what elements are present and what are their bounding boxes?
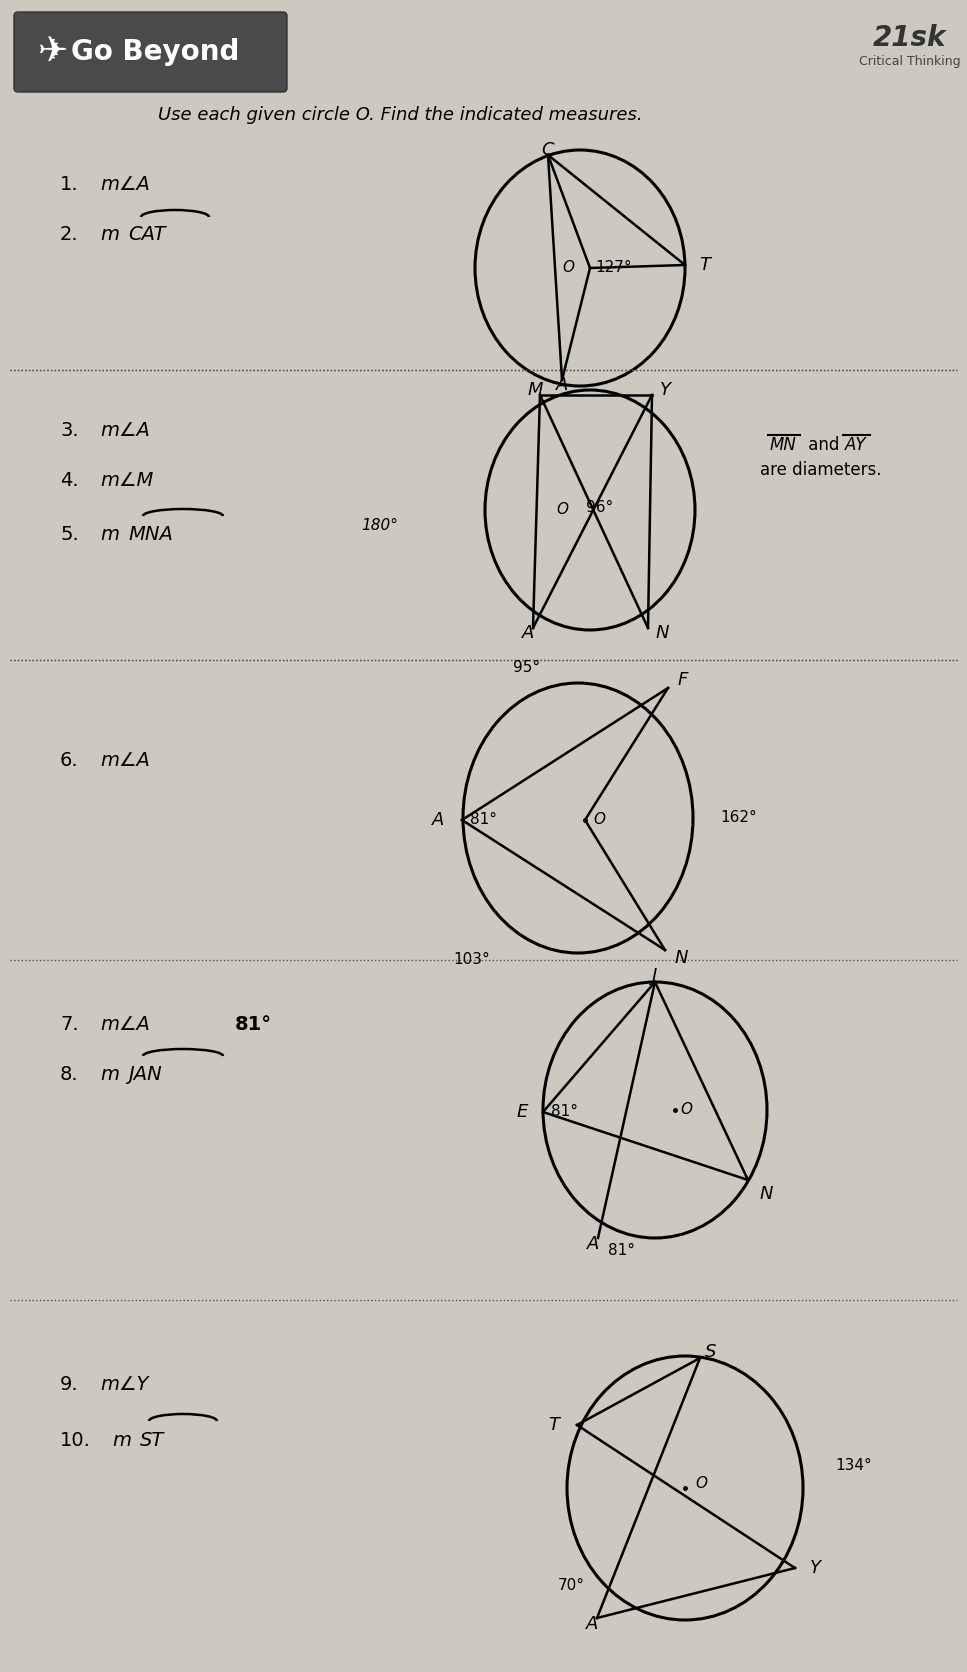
Text: m∠A: m∠A xyxy=(100,420,150,440)
Text: m∠A: m∠A xyxy=(100,751,150,769)
Text: E: E xyxy=(516,1104,528,1120)
Text: O: O xyxy=(562,261,574,276)
Text: O: O xyxy=(680,1102,692,1117)
Text: M: M xyxy=(527,381,542,400)
Text: are diameters.: are diameters. xyxy=(760,461,882,478)
Text: 9.: 9. xyxy=(60,1376,78,1394)
Text: m: m xyxy=(112,1431,131,1450)
Text: 162°: 162° xyxy=(720,811,757,826)
Text: 10.: 10. xyxy=(60,1431,91,1450)
Text: J: J xyxy=(653,966,658,985)
Text: 5.: 5. xyxy=(60,525,78,545)
FancyBboxPatch shape xyxy=(14,12,287,92)
Text: CAT: CAT xyxy=(128,226,165,244)
Text: 4.: 4. xyxy=(60,470,78,490)
Text: A: A xyxy=(431,811,444,829)
Text: MNA: MNA xyxy=(128,525,173,545)
Text: N: N xyxy=(675,950,689,966)
Text: 180°: 180° xyxy=(362,518,398,532)
Text: A: A xyxy=(556,376,569,395)
Text: m: m xyxy=(100,1065,119,1085)
Text: Use each given circle O. Find the indicated measures.: Use each given circle O. Find the indica… xyxy=(158,105,642,124)
Text: ✈: ✈ xyxy=(38,35,69,69)
Text: m∠Y: m∠Y xyxy=(100,1376,148,1394)
Text: 96°: 96° xyxy=(586,500,613,515)
Text: AY: AY xyxy=(845,436,866,455)
Text: A: A xyxy=(586,1615,599,1634)
Text: 81°: 81° xyxy=(608,1242,635,1257)
Text: Go Beyond: Go Beyond xyxy=(71,38,239,65)
Text: 127°: 127° xyxy=(595,261,631,274)
Text: m∠M: m∠M xyxy=(100,470,154,490)
Text: T: T xyxy=(548,1416,559,1435)
Text: m∠A: m∠A xyxy=(100,176,150,194)
Text: O: O xyxy=(593,813,605,828)
Text: 134°: 134° xyxy=(835,1458,871,1473)
Text: ST: ST xyxy=(140,1431,164,1450)
Text: 2.: 2. xyxy=(60,226,78,244)
Text: Y: Y xyxy=(810,1558,821,1577)
Text: F: F xyxy=(678,670,689,689)
Text: 103°: 103° xyxy=(454,953,490,968)
Text: 8.: 8. xyxy=(60,1065,78,1085)
Text: MN: MN xyxy=(770,436,797,455)
Text: C: C xyxy=(542,140,554,159)
Text: m: m xyxy=(100,525,119,545)
Text: 95°: 95° xyxy=(513,660,540,675)
Text: 81°: 81° xyxy=(551,1105,578,1120)
Text: 81°: 81° xyxy=(235,1015,272,1035)
Text: m∠A: m∠A xyxy=(100,1015,150,1035)
Text: O: O xyxy=(556,503,568,518)
Text: 81°: 81° xyxy=(470,813,497,828)
Text: JAN: JAN xyxy=(128,1065,161,1085)
Text: O: O xyxy=(695,1475,707,1490)
Text: A: A xyxy=(587,1236,600,1252)
Text: and: and xyxy=(803,436,844,455)
Text: Y: Y xyxy=(660,381,671,400)
Text: m: m xyxy=(100,226,119,244)
Text: Critical Thinking: Critical Thinking xyxy=(860,55,961,69)
Text: 70°: 70° xyxy=(558,1577,585,1592)
Text: N: N xyxy=(760,1185,774,1202)
Text: 1.: 1. xyxy=(60,176,78,194)
Text: 6.: 6. xyxy=(60,751,78,769)
Text: A: A xyxy=(522,624,534,642)
Text: 7.: 7. xyxy=(60,1015,78,1035)
Text: T: T xyxy=(699,256,710,274)
Text: S: S xyxy=(705,1343,717,1361)
Text: 21sk: 21sk xyxy=(873,23,947,52)
Text: N: N xyxy=(656,624,669,642)
Text: 3.: 3. xyxy=(60,420,78,440)
